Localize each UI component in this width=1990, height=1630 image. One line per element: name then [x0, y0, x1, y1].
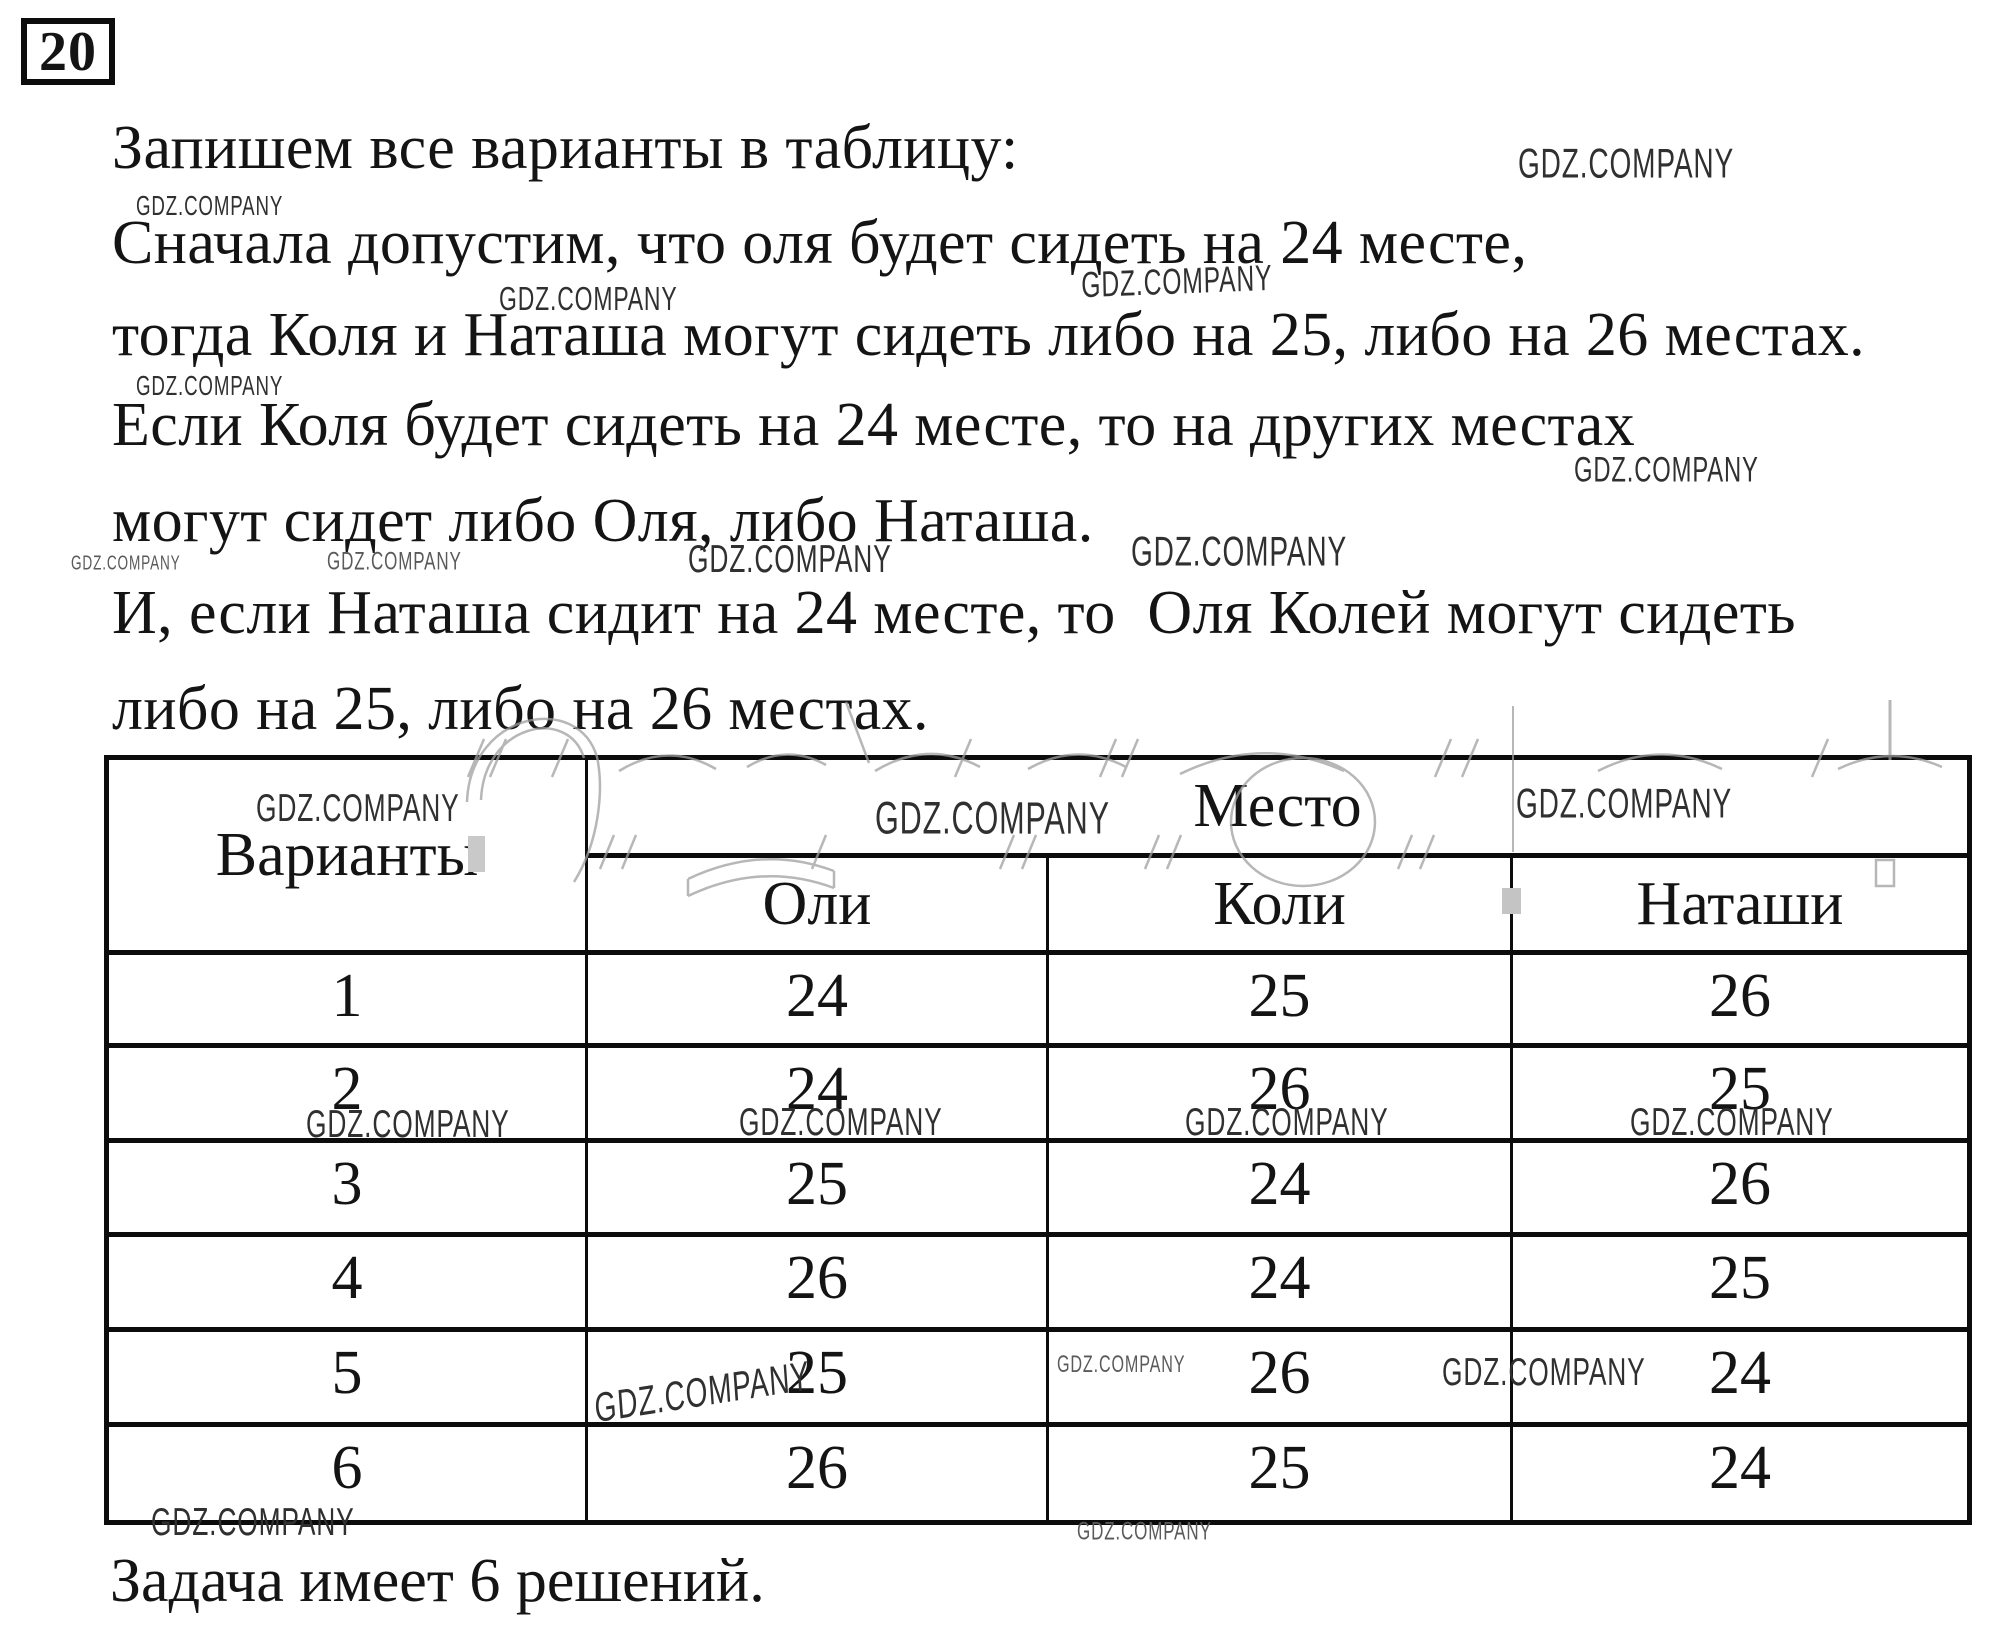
column-header-natasha: Наташи [1510, 853, 1971, 955]
variant-cell: 6 [105, 1422, 588, 1525]
watermark: GDZ.COMPANY [875, 792, 1110, 844]
column-header-kolya: Коли [1046, 853, 1513, 955]
place-cell: 26 [585, 1422, 1049, 1525]
watermark: GDZ.COMPANY [1574, 450, 1759, 489]
place-cell: 26 [1046, 1327, 1513, 1427]
paragraph-line: могут сидет либо Оля, либо Наташа. [112, 487, 1094, 555]
place-cell: 26 [1046, 1043, 1513, 1143]
place-cell: 25 [1046, 1422, 1513, 1525]
paragraph-line: Запишем все варианты в таблицу: [112, 114, 1019, 182]
watermark: GDZ.COMPANY [739, 1100, 943, 1144]
problem-number-badge: 20 [21, 18, 115, 85]
variant-cell: 5 [105, 1327, 588, 1427]
table-row: 4 26 24 25 [105, 1232, 1971, 1332]
variant-cell: 3 [105, 1138, 588, 1237]
watermark: GDZ.COMPANY [1630, 1100, 1834, 1144]
place-cell: 26 [1510, 1138, 1971, 1237]
table-row: 5 25 26 24 [105, 1327, 1971, 1427]
watermark: GDZ.COMPANY [71, 553, 181, 575]
paragraph-line: Сначала допустим, что оля будет сидеть н… [112, 209, 1528, 277]
place-cell: 24 [1046, 1138, 1513, 1237]
table-row: 3 25 24 26 [105, 1138, 1971, 1237]
place-header-cell: Место [585, 755, 1971, 858]
watermark: GDZ.COMPANY [1442, 1350, 1646, 1394]
place-cell: 26 [1510, 950, 1971, 1048]
place-cell: 24 [1510, 1327, 1971, 1427]
watermark: GDZ.COMPANY [256, 786, 460, 830]
watermark: GDZ.COMPANY [136, 370, 284, 402]
place-cell: 26 [585, 1232, 1049, 1332]
watermark: GDZ.COMPANY [151, 1500, 355, 1544]
paragraph-line: тогда Коля и Наташа могут сидеть либо на… [112, 301, 1866, 369]
place-cell: 25 [585, 1327, 1049, 1427]
watermark: GDZ.COMPANY [1077, 1518, 1212, 1546]
watermark: GDZ.COMPANY [688, 537, 892, 581]
watermark: GDZ.COMPANY [1516, 780, 1733, 827]
watermark: GDZ.COMPANY [499, 280, 678, 318]
table-row: 2 24 26 25 [105, 1043, 1971, 1143]
watermark: GDZ.COMPANY [136, 190, 284, 222]
place-cell: 24 [1510, 1422, 1971, 1525]
problem-number: 20 [39, 20, 97, 83]
place-cell: 25 [1510, 1232, 1971, 1332]
paragraph-line: И, если Наташа сидит на 24 месте, то Оля… [112, 579, 1796, 647]
watermark: GDZ.COMPANY [1185, 1100, 1389, 1144]
place-cell: 24 [585, 950, 1049, 1048]
place-cell: 25 [585, 1138, 1049, 1237]
paragraph-line: Если Коля будет сидеть на 24 месте, то н… [112, 391, 1636, 459]
watermark: GDZ.COMPANY [306, 1102, 510, 1146]
place-cell: 25 [1046, 950, 1513, 1048]
table-row: 1 24 25 26 [105, 950, 1971, 1048]
paragraph-line: либо на 25, либо на 26 местах. [112, 675, 929, 743]
column-header-olya: Оли [585, 853, 1049, 955]
table-row: 6 26 25 24 [105, 1422, 1971, 1525]
variant-cell: 4 [105, 1232, 588, 1332]
place-cell: 24 [1046, 1232, 1513, 1332]
watermark: GDZ.COMPANY [1057, 1352, 1186, 1379]
watermark: GDZ.COMPANY [327, 548, 462, 576]
place-cell: 25 [1510, 1043, 1971, 1143]
variant-cell: 1 [105, 950, 588, 1048]
watermark: GDZ.COMPANY [1518, 140, 1735, 187]
variant-cell: 2 [105, 1043, 588, 1143]
conclusion-text: Задача имеет 6 решений. [110, 1547, 765, 1615]
place-cell: 24 [585, 1043, 1049, 1143]
watermark: GDZ.COMPANY [1131, 528, 1348, 575]
watermark: GDZ.COMPANY [1081, 258, 1273, 306]
